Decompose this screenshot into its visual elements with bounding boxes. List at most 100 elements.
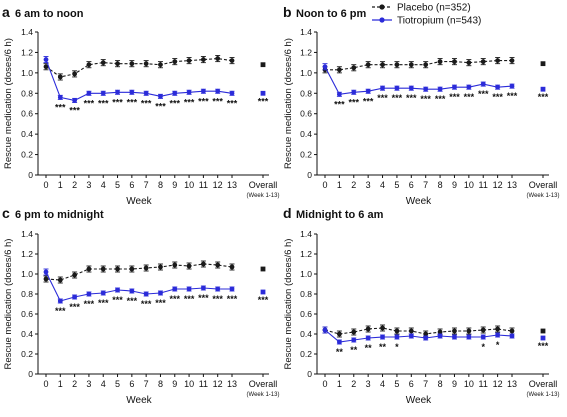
data-point [365,335,371,341]
panel-letter: b [283,4,292,20]
x-tick-label: 8 [438,379,443,389]
data-point [186,89,192,95]
x-tick-label: 2 [72,180,77,190]
significance-label: *** [170,98,181,108]
data-point [394,334,400,340]
significance-label: *** [464,92,475,102]
data-point [380,62,385,68]
series-line [324,327,513,335]
x-tick-label: 10 [184,180,194,190]
significance-label: *** [377,93,388,103]
significance-label: *** [69,302,80,312]
significance-label: *** [55,306,66,316]
x-tick-label: 6 [129,379,134,389]
x-tick-label: 10 [464,180,474,190]
x-tick-label: 12 [493,379,503,389]
data-point [437,86,443,92]
data-point [437,329,443,335]
y-tick-label: 0.2 [21,150,33,160]
data-point [172,59,178,65]
significance-label: *** [55,102,66,112]
x-tick-label: 11 [199,180,208,190]
overall-point [540,328,546,334]
series-line [324,329,513,343]
panel-d: d Midnight to 6 am 0 0.2 0.4 0.6 0.8 1.0 1.2 1.4 R… [283,205,559,406]
data-point [129,89,135,95]
data-point [143,265,149,271]
significance-label: *** [449,92,460,102]
x-tick-label: 13 [227,379,237,389]
significance-label: *** [538,341,549,351]
data-point [57,74,63,80]
x-tick-label: 5 [115,180,120,190]
x-tick-label: 11 [199,379,208,389]
data-point [394,85,400,91]
x-tick-label: Overall [529,379,558,389]
significance-label: *** [227,98,238,108]
significance-label: *** [406,93,417,103]
y-tick-label: 0.2 [300,150,312,160]
data-point [452,84,457,90]
data-point [115,61,120,67]
y-tick-label: 1.0 [300,269,312,279]
x-tick-label: 8 [438,180,443,190]
data-point [336,339,342,345]
data-point [43,64,49,70]
x-tick-sublabel: (Week 1-13) [247,392,280,398]
x-tick-label: 4 [380,379,385,389]
data-point [509,333,515,339]
data-point [351,89,357,95]
data-point [186,286,192,292]
data-point [380,325,385,331]
x-tick-label: 0 [43,180,48,190]
significance-label: *** [478,89,489,99]
y-axis-label: Rescue medication (doses/6 h) [3,239,14,370]
y-tick-label: 0.8 [21,289,33,299]
data-point [86,62,92,68]
overall-point [540,335,546,341]
significance-label: ** [350,345,358,355]
y-tick-label: 1.2 [21,249,33,259]
data-point [480,334,486,340]
legend-placebo-label: Placebo (n=352) [397,3,471,14]
significance-label: *** [349,97,360,107]
x-tick-label: 12 [213,180,223,190]
x-tick-sublabel: (Week 1-13) [527,392,560,398]
data-point [158,62,163,68]
data-point [229,264,235,270]
y-axis-label: Rescue medication (doses/6 h) [283,38,294,169]
data-point [351,337,357,343]
data-point [408,333,414,339]
overall-point [540,61,546,67]
data-point [394,328,400,334]
data-point [186,263,192,269]
data-point [57,277,63,283]
data-point [57,94,63,100]
x-tick-label: 6 [129,180,134,190]
data-point [423,62,429,68]
x-tick-label: 3 [366,180,371,190]
x-tick-label: 9 [172,180,177,190]
x-tick-label: 7 [144,180,149,190]
data-point [365,88,371,94]
data-point [129,61,135,67]
data-point [322,327,328,333]
data-point [100,266,106,272]
data-point [423,331,429,337]
series-tiotropium [322,63,546,97]
y-tick-label: 0.8 [300,289,312,299]
data-point [115,266,120,272]
data-point [129,288,135,294]
panel-letter: c [2,205,10,221]
data-point [200,88,206,94]
significance-label: *** [435,94,446,104]
x-axis-label: Week [126,196,152,207]
significance-label: *** [184,294,195,304]
y-tick-label: 1.4 [21,229,33,239]
x-tick-label: 1 [337,379,342,389]
significance-label: *** [507,91,518,101]
data-point [72,272,78,278]
data-point [215,88,221,94]
significance-label: *** [392,93,403,103]
data-point [86,266,92,272]
